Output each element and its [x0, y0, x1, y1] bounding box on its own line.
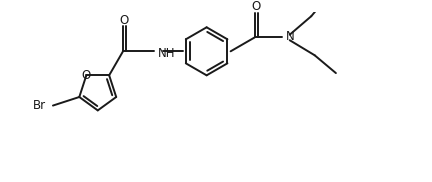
Text: NH: NH: [158, 47, 176, 60]
Text: O: O: [251, 1, 260, 13]
Text: Br: Br: [33, 99, 47, 112]
Text: O: O: [82, 69, 91, 82]
Text: N: N: [286, 30, 295, 43]
Text: O: O: [119, 14, 129, 27]
